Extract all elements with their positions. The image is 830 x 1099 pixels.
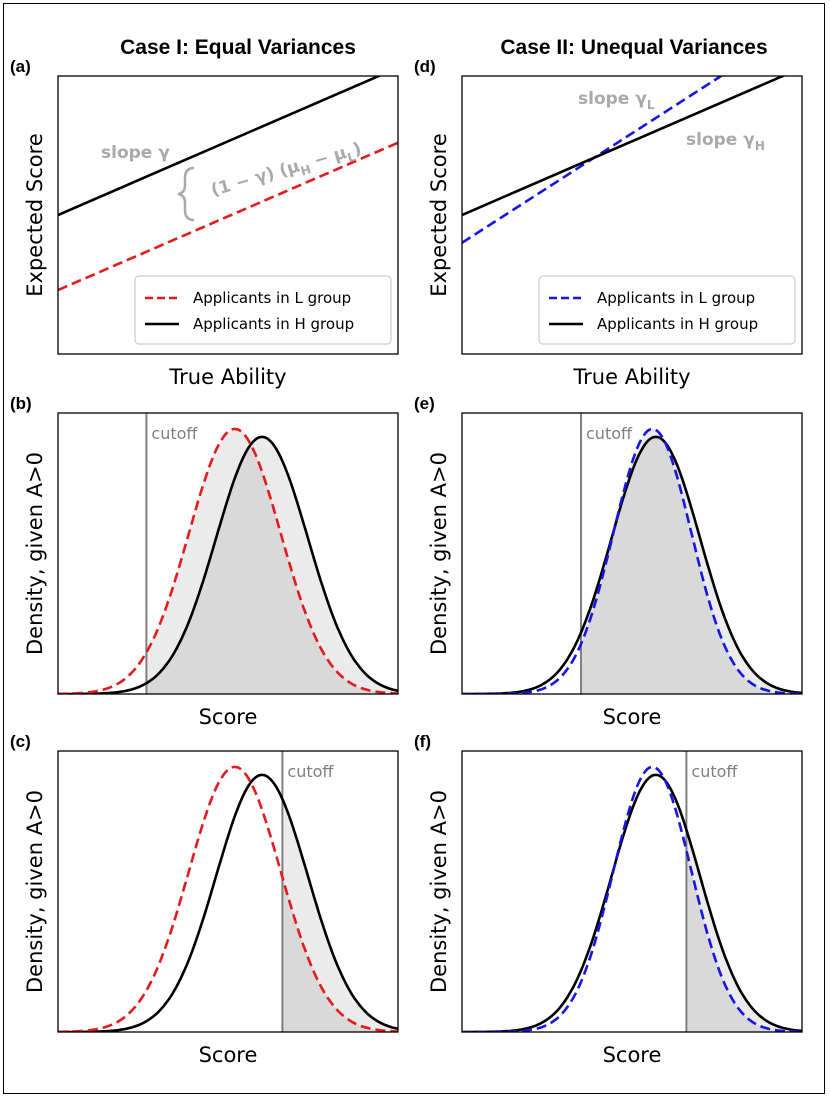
axes-frame (461, 750, 803, 1033)
slope-gamma-l-label: slope γL (578, 89, 655, 112)
gap-formula-part: − μ (306, 143, 349, 173)
panel-label: (e) (414, 394, 435, 413)
plot-area-d (462, 76, 787, 244)
area-between-curves-right-of-cutoff (146, 428, 398, 694)
area-under-both-curves-right-of-cutoff (686, 850, 802, 1032)
y-axis-label: Density, given A>0 (427, 452, 451, 655)
panel-c: cutoff (c) Score Density, given A>0 (10, 732, 399, 1067)
x-axis-label: Score (199, 705, 258, 729)
curve-l-group (58, 765, 398, 1032)
curve-h-group (462, 435, 802, 694)
curve-h-group (462, 773, 802, 1032)
x-axis-label: True Ability (572, 365, 690, 389)
legend: Applicants in L group Applicants in H gro… (134, 275, 392, 345)
slope-gamma-h-label: slope γH (686, 130, 765, 153)
axes-frame (461, 412, 803, 695)
gap-brace (177, 166, 195, 222)
plot-area-a (58, 76, 398, 292)
panel-e: cutoff (e) Score Density, given A>0 (414, 394, 803, 729)
panel-label: (a) (10, 57, 31, 76)
left-column-title: Case I: Equal Variances (120, 36, 356, 59)
curve-h-group (58, 773, 398, 1032)
right-column-title: Case II: Unequal Variances (500, 36, 767, 59)
x-axis-label: Score (199, 1043, 258, 1067)
y-axis-label: Expected Score (23, 133, 47, 296)
area-under-both-curves-right-of-cutoff (282, 877, 398, 1032)
x-axis-label: Score (603, 1043, 662, 1067)
area-between-curves-right-of-cutoff (686, 829, 802, 1032)
panel-a: Applicants in L group Applicants in H gro… (10, 57, 399, 389)
legend-box (134, 275, 392, 345)
slope-gamma-h-sub: H (755, 139, 765, 153)
slope-gamma-l-sub: L (647, 98, 655, 112)
axes-frame (57, 75, 399, 355)
gap-formula-sub-l: L (346, 149, 358, 165)
y-axis-label: Density, given A>0 (23, 790, 47, 993)
curve-l-group (462, 427, 802, 694)
cutoff-label: cutoff (151, 424, 198, 443)
axes-frame (57, 412, 399, 695)
plot-area-f (462, 751, 802, 1032)
legend-h-label: Applicants in H group (193, 315, 354, 333)
area-under-both-curves-right-of-cutoff (581, 436, 802, 694)
panel-d: Applicants in L group Applicants in H gro… (414, 57, 803, 389)
y-axis-label: Density, given A>0 (23, 452, 47, 655)
panel-b: cutoff (b) Score Density, given A>0 (10, 394, 399, 729)
slope-gamma-h-text: slope γ (686, 130, 755, 150)
area-between-curves-right-of-cutoff (282, 799, 398, 1032)
line-h-group (58, 76, 383, 217)
gap-formula-part: (1 − γ) (μ (209, 156, 302, 200)
figure-frame (3, 3, 825, 1094)
cutoff-label: cutoff (586, 424, 633, 443)
legend-l-label: Applicants in L group (597, 289, 755, 307)
line-l-group (58, 141, 398, 292)
legend-box (538, 275, 796, 345)
plot-area-e (462, 413, 802, 694)
panel-label: (d) (414, 57, 436, 76)
panel-label: (b) (10, 394, 32, 413)
legend: Applicants in L group Applicants in H gro… (538, 275, 796, 345)
x-axis-label: True Ability (168, 365, 286, 389)
curve-l-group (58, 427, 398, 694)
plot-area-b (58, 413, 398, 694)
axes-frame (461, 75, 803, 355)
cutoff-label: cutoff (287, 762, 334, 781)
slope-gamma-label: slope γ (101, 143, 170, 163)
legend-l-label: Applicants in L group (193, 289, 351, 307)
y-axis-label: Density, given A>0 (427, 790, 451, 993)
line-l-group (462, 76, 724, 244)
panel-f: cutoff (f) Score Density, given A>0 (414, 732, 803, 1067)
y-axis-label: Expected Score (427, 133, 451, 296)
cutoff-label: cutoff (691, 762, 738, 781)
panel-label: (f) (414, 732, 431, 751)
panel-label: (c) (10, 732, 31, 751)
legend-h-label: Applicants in H group (597, 315, 758, 333)
slope-gamma-l-text: slope γ (578, 89, 647, 109)
x-axis-label: Score (603, 705, 662, 729)
axes-frame (57, 750, 399, 1033)
line-h-group (462, 76, 787, 217)
curve-h-group (58, 435, 398, 694)
area-under-both-curves-right-of-cutoff (146, 445, 398, 694)
gap-formula-label: (1 − γ) (μH − μL) (209, 139, 365, 204)
gap-formula-sub-h: H (299, 162, 313, 178)
curve-l-group (462, 765, 802, 1032)
plot-area-c (58, 751, 398, 1032)
